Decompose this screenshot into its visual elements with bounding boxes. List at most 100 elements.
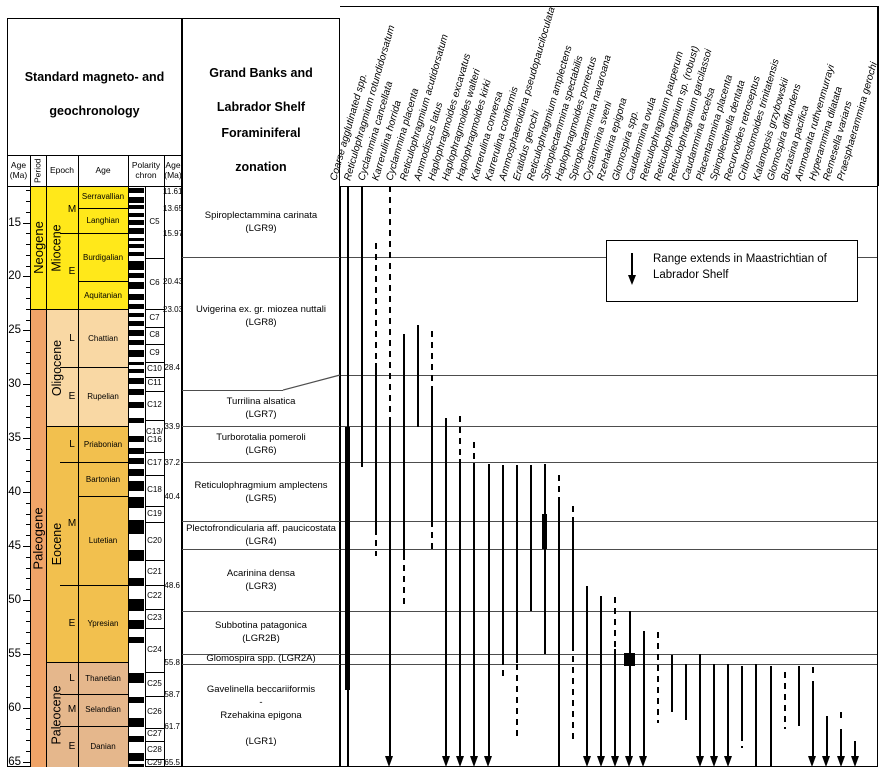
polarity-bar (129, 281, 144, 290)
polarity-bar (129, 481, 144, 491)
minor-tick-mark (26, 470, 30, 472)
species-range-solid-segment (431, 391, 434, 522)
age-value-label: 20.43 (163, 277, 184, 287)
zone-label-line: Rzehakina epigona (220, 709, 302, 721)
minor-tick-mark (26, 448, 30, 450)
range-extension-arrow-icon (836, 756, 845, 767)
species-range-solid-segment (473, 462, 476, 757)
period-label: Neogene (30, 221, 46, 274)
species-range-solid-segment (459, 458, 462, 757)
age-value-label: 58.7 (164, 689, 180, 699)
range-extension-arrow-icon (625, 756, 633, 767)
chron-divider-line (145, 474, 164, 476)
minor-tick-mark (26, 621, 30, 623)
chron-cell: C25 (147, 678, 162, 688)
species-range-dashed-segment (572, 645, 575, 745)
age-value-label: 28.4 (164, 363, 180, 373)
polarity-bar (129, 735, 144, 743)
zone-boundary-line-chart (340, 461, 878, 463)
zone-boundary-line-chart (340, 426, 878, 428)
range-extension-arrow-icon (808, 756, 817, 767)
zonation-subtitle-line1: Foraminiferal (221, 126, 301, 140)
major-tick-mark (23, 384, 30, 386)
species-range-solid-segment (543, 464, 546, 514)
age-value-label: 13.65 (163, 203, 184, 213)
zone-boundary-line-chart (340, 549, 878, 551)
major-tick-mark (23, 545, 30, 547)
species-range-solid-segment (811, 680, 814, 757)
subepoch-label: L (69, 332, 75, 344)
subepoch-label: M (67, 704, 77, 716)
minor-tick-mark (26, 405, 30, 407)
stage-cell: Burdigalian (82, 252, 124, 262)
major-tick-mark (23, 276, 30, 278)
age-value-label: 40.4 (164, 492, 180, 502)
species-range-solid-segment (402, 333, 405, 554)
magneto-title-line1: Standard magneto- and (24, 70, 165, 84)
minor-tick-mark (26, 502, 30, 504)
species-range-dashed-segment (431, 521, 434, 551)
polarity-bar (129, 598, 144, 611)
minor-tick-mark (26, 200, 30, 202)
species-range-solid-segment (417, 324, 419, 428)
species-range-solid-segment (600, 595, 603, 757)
zone-label-line: Plectofrondicularia aff. paucicostata (186, 523, 336, 535)
species-range-solid-segment (628, 610, 631, 653)
stage-boundary-line (78, 207, 128, 209)
species-range-thick-segment (345, 427, 350, 691)
down-arrow-icon (631, 253, 633, 277)
stage-boundary-line (78, 281, 128, 283)
zone-label: Gavelinella beccariiformis - Rzehakina epi… (183, 683, 339, 748)
polarity-bar (129, 401, 144, 408)
range-extension-arrow-icon (469, 756, 478, 767)
minor-tick-mark (26, 373, 30, 375)
range-extension-arrow-icon (596, 756, 605, 767)
polarity-bar (129, 320, 144, 327)
zone-label: Spiroplectammina carinata (LGR9) (183, 209, 339, 235)
range-extension-arrow-icon (610, 756, 619, 767)
minor-tick-mark (26, 481, 30, 483)
species-range-dashed-segment (431, 331, 434, 392)
column-header-epoch: Epoch (49, 164, 75, 175)
header-row-top-line (7, 155, 182, 156)
zone-boundary-line (182, 389, 283, 391)
major-tick-mark (23, 707, 30, 709)
column-header-stage: Age (95, 164, 111, 175)
minor-tick-mark (26, 524, 30, 526)
zone-boundary-line-chart (340, 610, 878, 612)
range-extension-arrow-icon (441, 756, 450, 767)
polarity-bar (129, 377, 144, 385)
stage-cell: Chattian (88, 333, 118, 343)
minor-tick-mark (26, 535, 30, 537)
chron-cell: C6 (149, 278, 160, 288)
zone-label: Uvigerina ex. gr. miozea nuttali (LGR8) (183, 303, 339, 329)
chron-divider-line (145, 419, 164, 421)
range-extension-arrow-icon (850, 756, 859, 767)
minor-tick-mark (26, 729, 30, 731)
stage-cell: Rupelian (87, 392, 119, 402)
species-range-dashed-segment (572, 506, 575, 521)
minor-tick-mark (26, 459, 30, 461)
species-range-solid-segment (840, 729, 842, 757)
magneto-title: Standard magneto- and geochronology (12, 52, 177, 120)
zone-label-line: Spiroplectammina carinata (204, 209, 318, 221)
minor-tick-mark (26, 254, 30, 256)
chron-divider-line (145, 560, 164, 561)
minor-tick-mark (26, 718, 30, 720)
species-range-solid-segment (854, 741, 857, 757)
range-extension-arrow-icon (484, 756, 492, 767)
subepoch-label: E (68, 391, 76, 403)
stage-boundary-line (78, 496, 128, 498)
period-block: Paleogene (30, 309, 46, 767)
age-value-label: 48.6 (164, 580, 180, 590)
range-extension-arrow-icon (385, 756, 394, 767)
zonation-title: Grand Banks and Labrador Shelf (184, 48, 338, 116)
major-tick-mark (23, 330, 30, 332)
polarity-bar (129, 369, 144, 374)
stage-boundary-line (60, 461, 128, 463)
species-range-dashed-segment (515, 663, 518, 741)
tick-label: 65 (8, 755, 21, 768)
zone-label-line: Glomospira spp. (LGR2A) (206, 653, 316, 665)
column-header-age: Age (Ma) (9, 160, 28, 180)
header-divider-vline (128, 155, 129, 186)
